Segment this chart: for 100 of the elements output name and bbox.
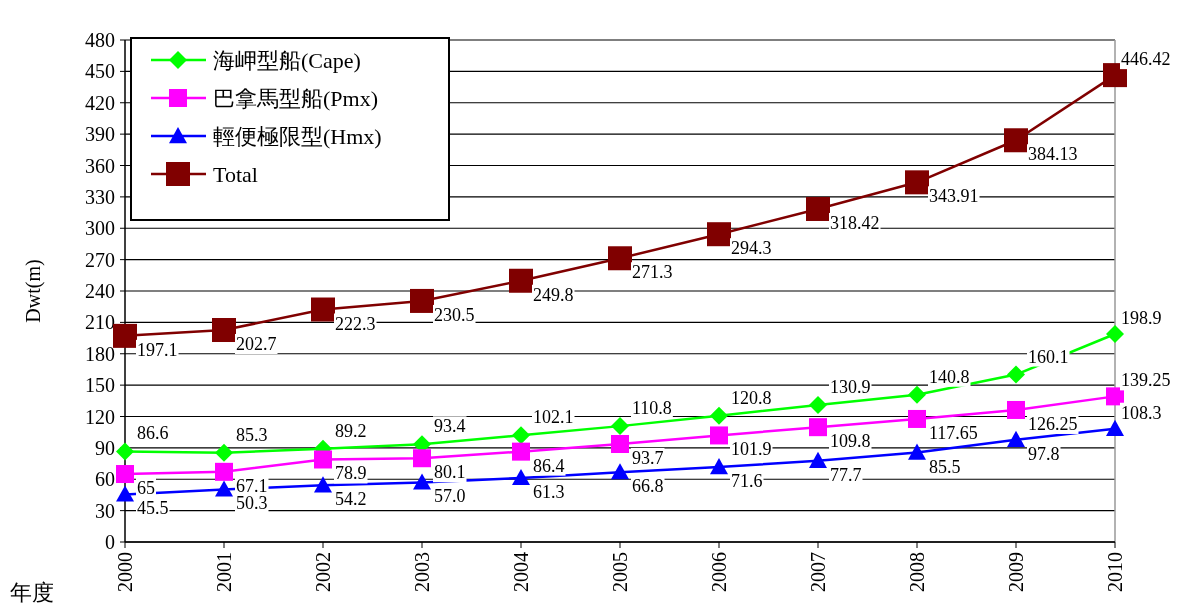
y-tick-label: 300 [85, 217, 115, 240]
y-tick-label: 30 [95, 499, 115, 522]
point [1007, 365, 1025, 384]
data-label: 54.2 [335, 489, 367, 510]
point [905, 170, 929, 195]
point [806, 196, 830, 221]
point [512, 442, 530, 461]
y-tick-label: 210 [85, 311, 115, 334]
data-label: 230.5 [434, 304, 475, 325]
point [1004, 128, 1028, 153]
data-label: 202.7 [236, 334, 277, 355]
point [509, 268, 533, 293]
point [710, 406, 728, 425]
x-tick-label: 2001 [213, 552, 235, 592]
x-tick-label: 2008 [906, 552, 928, 592]
point [1106, 387, 1124, 406]
point [707, 222, 731, 247]
data-label: 86.4 [533, 455, 565, 476]
point [116, 465, 134, 484]
data-label: 77.7 [830, 464, 862, 485]
y-tick-label: 180 [85, 342, 115, 365]
y-tick-label: 450 [85, 60, 115, 83]
point [710, 426, 728, 445]
point [908, 409, 926, 428]
x-tick-label: 2004 [510, 552, 532, 592]
point [215, 443, 233, 462]
data-label: 97.8 [1028, 443, 1060, 464]
data-label: 139.25 [1121, 370, 1171, 391]
point [410, 288, 434, 313]
y-tick-label: 240 [85, 280, 115, 302]
data-label: 45.5 [137, 498, 169, 519]
y-tick-label: 120 [85, 405, 115, 428]
data-label: 294.3 [731, 238, 772, 259]
point [512, 468, 530, 486]
data-label: 57.0 [434, 486, 466, 507]
x-tick-label: 2010 [1104, 552, 1126, 592]
point [212, 318, 236, 343]
data-label: 140.8 [929, 366, 970, 387]
data-label: 102.1 [533, 407, 574, 428]
data-label: 271.3 [632, 262, 673, 283]
data-label: 61.3 [533, 481, 565, 502]
y-tick-label: 90 [95, 436, 115, 459]
y-tick-label: 480 [85, 29, 115, 51]
point [611, 417, 629, 436]
data-label: 78.9 [335, 463, 367, 484]
x-tick-label: 2003 [411, 552, 433, 592]
point [908, 443, 926, 460]
x-tick-label: 2007 [807, 552, 829, 592]
point [809, 396, 827, 415]
data-label: 85.5 [929, 456, 961, 477]
point [215, 462, 233, 481]
data-label: 108.3 [1121, 402, 1162, 423]
data-label: 198.9 [1121, 307, 1162, 328]
legend-label: 輕便極限型(Hmx) [213, 124, 382, 149]
y-tick-label: 150 [85, 374, 115, 397]
data-label: 109.8 [830, 431, 871, 452]
point [314, 450, 332, 469]
y-tick-label: 390 [85, 123, 115, 146]
point [1106, 324, 1124, 343]
y-axis-title: Dwt(m) [22, 259, 45, 323]
point [1106, 419, 1124, 436]
x-tick-label: 2000 [114, 552, 136, 592]
point [113, 323, 137, 348]
data-label: 101.9 [731, 439, 772, 460]
point [1103, 63, 1127, 88]
point [314, 476, 332, 493]
data-label: 85.3 [236, 424, 268, 445]
point [611, 463, 629, 480]
data-label: 71.6 [731, 471, 763, 492]
point [908, 385, 926, 404]
data-label: 67.1 [236, 475, 268, 496]
data-label: 110.8 [632, 398, 672, 419]
data-label: 318.42 [830, 212, 880, 233]
point [710, 458, 728, 475]
point [512, 426, 530, 445]
y-tick-label: 0 [105, 531, 115, 553]
point [116, 442, 134, 461]
data-label: 50.3 [236, 493, 268, 514]
point [608, 246, 632, 271]
data-label: 65 [137, 478, 155, 499]
point [611, 435, 629, 454]
data-label: 80.1 [434, 462, 466, 483]
data-label: 384.13 [1028, 144, 1078, 165]
y-tick-label: 330 [85, 185, 115, 208]
point [809, 418, 827, 437]
point [413, 449, 431, 468]
legend-label: 海岬型船(Cape) [213, 48, 361, 73]
data-label: 197.1 [137, 339, 178, 360]
data-label: 160.1 [1028, 346, 1069, 367]
data-label: 89.2 [335, 420, 367, 441]
point [809, 451, 827, 468]
point [1007, 430, 1025, 447]
x-tick-label: 2002 [312, 552, 334, 592]
data-label: 343.91 [929, 186, 979, 207]
data-label: 130.9 [830, 377, 871, 398]
point [311, 297, 335, 322]
data-label: 222.3 [335, 313, 376, 334]
y-tick-label: 270 [85, 248, 115, 271]
data-label: 249.8 [533, 284, 574, 305]
data-label: 93.7 [632, 448, 664, 469]
